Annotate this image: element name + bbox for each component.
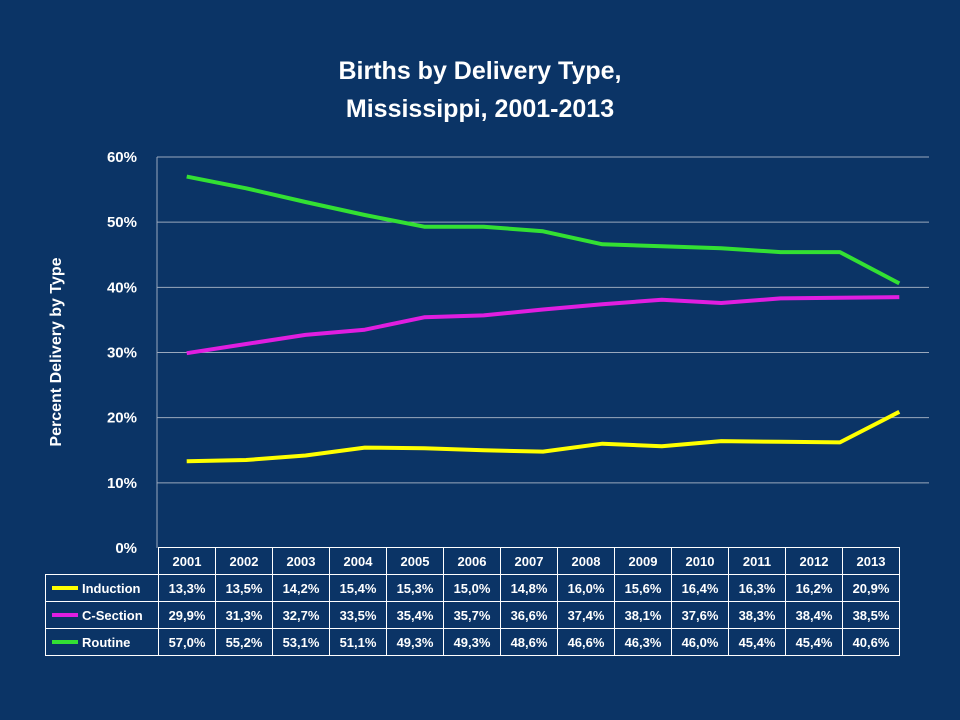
- x-category-label: 2001: [158, 547, 216, 575]
- data-cell: 57,0%: [158, 628, 216, 656]
- legend-entry: C-Section: [45, 601, 159, 629]
- data-cell: 15,4%: [329, 574, 387, 602]
- legend-label: Induction: [82, 580, 141, 596]
- data-cell: 13,3%: [158, 574, 216, 602]
- gridlines: [156, 156, 929, 548]
- data-cell: 46,6%: [557, 628, 615, 656]
- data-cell: 48,6%: [500, 628, 558, 656]
- x-category-label: 2008: [557, 547, 615, 575]
- data-cell: 46,3%: [614, 628, 672, 656]
- x-category-label: 2002: [215, 547, 273, 575]
- data-cell: 14,2%: [272, 574, 330, 602]
- data-cell: 38,4%: [785, 601, 843, 629]
- series-lines: [186, 174, 901, 464]
- data-cell: 13,5%: [215, 574, 273, 602]
- data-cell: 20,9%: [842, 574, 900, 602]
- table-row: Induction 13,3% 13,5% 14,2% 15,4% 15,3% 15,0% 1…: [45, 574, 900, 602]
- x-category-label: 2012: [785, 547, 843, 575]
- legend-entry: Induction: [45, 574, 159, 602]
- y-axis-ticks: 0%10%20%30%40%50%60%: [107, 149, 137, 557]
- data-table: 2001 2002 2003 2004 2005 2006 2007 2008 2009 2010…: [45, 547, 900, 656]
- y-tick-label: 50%: [107, 214, 137, 231]
- chart-title-line-2: Mississippi, 2001-2013: [345, 95, 615, 123]
- x-category-label: 2004: [329, 547, 387, 575]
- data-cell: 46,0%: [671, 628, 729, 656]
- y-tick-label: 30%: [107, 345, 137, 362]
- data-cell: 37,4%: [557, 601, 615, 629]
- data-cell: 16,4%: [671, 574, 729, 602]
- data-cell: 37,6%: [671, 601, 729, 629]
- data-cell: 51,1%: [329, 628, 387, 656]
- data-cell: 36,6%: [500, 601, 558, 629]
- table-header-row: 2001 2002 2003 2004 2005 2006 2007 2008 2009 2010…: [45, 547, 900, 575]
- y-tick-label: 40%: [107, 279, 137, 296]
- legend-swatch: [52, 585, 78, 590]
- x-category-label: 2005: [386, 547, 444, 575]
- data-cell: 29,9%: [158, 601, 216, 629]
- chart-title: Births by Delivery Type, Mississippi, 20…: [0, 52, 960, 128]
- y-tick-label: 60%: [107, 149, 137, 166]
- legend-swatch: [52, 612, 78, 617]
- data-cell: 15,6%: [614, 574, 672, 602]
- x-category-label: 2009: [614, 547, 672, 575]
- data-cell: 33,5%: [329, 601, 387, 629]
- legend-label: C-Section: [82, 607, 143, 623]
- data-cell: 49,3%: [386, 628, 444, 656]
- legend-label: Routine: [82, 634, 131, 650]
- x-category-label: 2003: [272, 547, 330, 575]
- data-cell: 38,5%: [842, 601, 900, 629]
- x-category-label: 2007: [500, 547, 558, 575]
- chart-title-line-1: Births by Delivery Type,: [338, 57, 622, 85]
- data-cell: 31,3%: [215, 601, 273, 629]
- table-row: C-Section 29,9% 31,3% 32,7% 33,5% 35,4% 35,7% 3…: [45, 601, 900, 629]
- x-category-label: 2013: [842, 547, 900, 575]
- y-tick-label: 20%: [107, 410, 137, 427]
- x-category-label: 2011: [728, 547, 786, 575]
- data-cell: 35,4%: [386, 601, 444, 629]
- data-cell: 32,7%: [272, 601, 330, 629]
- data-cell: 15,0%: [443, 574, 501, 602]
- table-corner: [45, 547, 159, 575]
- data-cell: 53,1%: [272, 628, 330, 656]
- legend-swatch: [52, 639, 78, 644]
- data-cell: 38,3%: [728, 601, 786, 629]
- data-cell: 16,2%: [785, 574, 843, 602]
- x-category-label: 2006: [443, 547, 501, 575]
- data-cell: 15,3%: [386, 574, 444, 602]
- series-line-c-section: [186, 295, 900, 356]
- data-cell: 55,2%: [215, 628, 273, 656]
- data-cell: 49,3%: [443, 628, 501, 656]
- data-cell: 45,4%: [728, 628, 786, 656]
- data-cell: 38,1%: [614, 601, 672, 629]
- data-cell: 35,7%: [443, 601, 501, 629]
- data-cell: 16,0%: [557, 574, 615, 602]
- data-cell: 45,4%: [785, 628, 843, 656]
- data-cell: 40,6%: [842, 628, 900, 656]
- data-cell: 14,8%: [500, 574, 558, 602]
- series-line-routine: [186, 174, 901, 286]
- legend-entry: Routine: [45, 628, 159, 656]
- y-tick-label: 10%: [107, 475, 137, 492]
- table-row: Routine 57,0% 55,2% 53,1% 51,1% 49,3% 49,3% 48,…: [45, 628, 900, 656]
- data-cell: 16,3%: [728, 574, 786, 602]
- series-line-induction: [186, 410, 901, 464]
- x-category-label: 2010: [671, 547, 729, 575]
